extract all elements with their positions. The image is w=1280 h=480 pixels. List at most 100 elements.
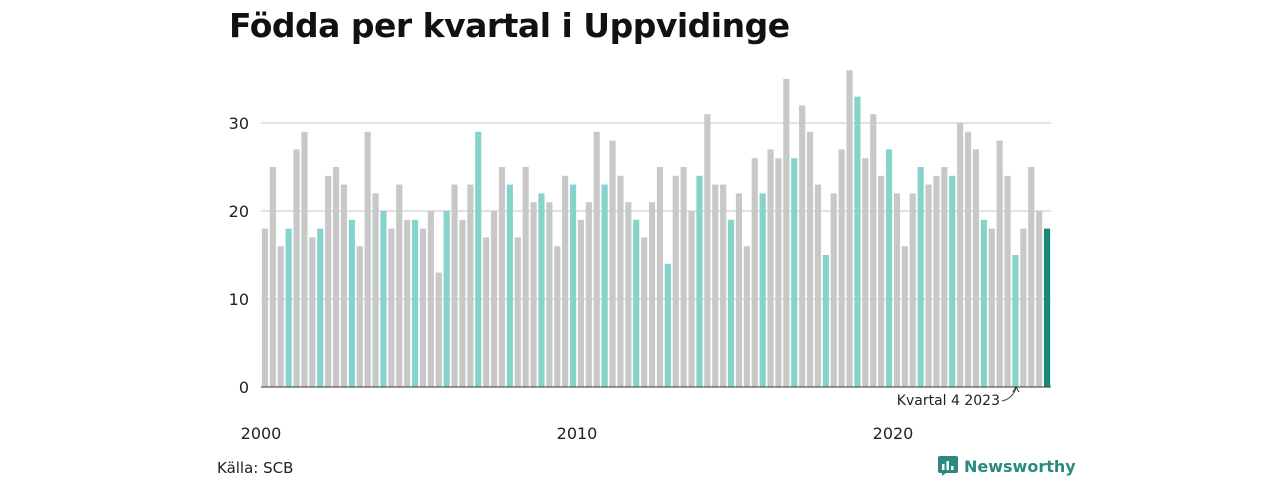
bar: [317, 228, 324, 387]
bar: [656, 167, 664, 387]
gridlines: [261, 122, 1051, 300]
bar: [309, 237, 316, 387]
bar: [672, 175, 679, 387]
bar: [743, 246, 750, 387]
bar: [949, 175, 956, 387]
y-tick-label: 10: [229, 290, 249, 309]
bar: [325, 175, 332, 387]
bar: [862, 158, 869, 387]
bar: [720, 184, 727, 387]
bar: [340, 184, 348, 387]
bar: [909, 193, 916, 387]
bar: [996, 140, 1003, 387]
bar: [680, 167, 687, 387]
bar: [569, 184, 577, 387]
bar: [388, 228, 395, 387]
bar: [704, 114, 711, 387]
bar: [791, 158, 798, 387]
bar: [964, 131, 972, 387]
bar: [633, 219, 640, 387]
brand-name: Newsworthy: [964, 456, 1076, 476]
bar: [261, 228, 269, 387]
bar: [522, 167, 529, 387]
bar: [972, 149, 980, 387]
bar: [735, 193, 743, 387]
bar: [380, 211, 387, 387]
annotation-label: Kvartal 4 2023: [897, 393, 1000, 409]
bar: [878, 175, 885, 387]
bar: [980, 219, 987, 387]
bar: [562, 175, 569, 387]
x-axis-tick-labels: 2000 2010 2020: [241, 424, 914, 443]
bar: [641, 237, 648, 387]
bar: [917, 167, 924, 387]
bar: [925, 184, 932, 387]
bar: [451, 184, 458, 387]
bar: [783, 79, 790, 387]
bar: [885, 149, 893, 387]
bar: [625, 202, 632, 387]
bar: [514, 237, 521, 387]
bar: [1012, 255, 1019, 387]
bar: [475, 131, 482, 387]
bar: [893, 193, 901, 387]
bar: [396, 184, 403, 387]
bar: [988, 228, 995, 387]
bar: [1028, 167, 1035, 387]
annotation-latest: Kvartal 4 2023: [897, 386, 1020, 409]
bar: [814, 184, 822, 387]
bar: [356, 246, 363, 387]
bar: [554, 246, 561, 387]
bar: [664, 263, 671, 387]
bar: [411, 219, 419, 387]
bar: [1004, 175, 1011, 387]
bar: [751, 158, 758, 387]
bar: [348, 219, 355, 387]
y-tick-label: 0: [239, 378, 249, 397]
bar: [648, 202, 656, 387]
bar: [688, 211, 695, 387]
bar: [530, 202, 537, 387]
annotation-arrow: [1001, 387, 1017, 402]
bar: [1020, 228, 1027, 387]
bar: [727, 219, 735, 387]
bar: [870, 114, 877, 387]
bar: [712, 184, 719, 387]
bar: [332, 167, 340, 387]
bar: [364, 131, 371, 387]
y-tick-label: 20: [229, 202, 249, 221]
bar: [585, 202, 592, 387]
bar: [696, 175, 703, 387]
bar: [467, 184, 474, 387]
newsworthy-icon: [938, 456, 958, 476]
bar: [941, 167, 948, 387]
bar: [427, 211, 434, 387]
x-tick-label: 2000: [241, 424, 282, 443]
bar: [269, 167, 276, 387]
bar: [933, 175, 940, 387]
y-axis-tick-labels: 0 10 20 30: [229, 114, 249, 397]
bar: [759, 193, 766, 387]
bars: [261, 70, 1051, 388]
bar: [285, 228, 292, 387]
source-note: Källa: SCB: [217, 459, 294, 477]
brand-logo[interactable]: Newsworthy: [938, 456, 1076, 476]
bar: [854, 96, 861, 387]
bar: [822, 255, 829, 387]
bar: [443, 211, 450, 387]
bar: [838, 149, 845, 387]
bar: [546, 202, 553, 387]
annotation-arrowhead: [1012, 386, 1020, 393]
bar-latest: [1043, 228, 1051, 387]
bar: [538, 193, 545, 387]
chart-title: Födda per kvartal i Uppvidinge: [229, 6, 790, 45]
bar: [404, 219, 411, 387]
y-tick-label: 30: [229, 114, 249, 133]
bar: [293, 149, 300, 387]
bar: [1036, 211, 1043, 387]
bar: [506, 184, 513, 387]
bar: [957, 123, 964, 387]
bar: [301, 131, 308, 387]
bar: [459, 219, 466, 387]
